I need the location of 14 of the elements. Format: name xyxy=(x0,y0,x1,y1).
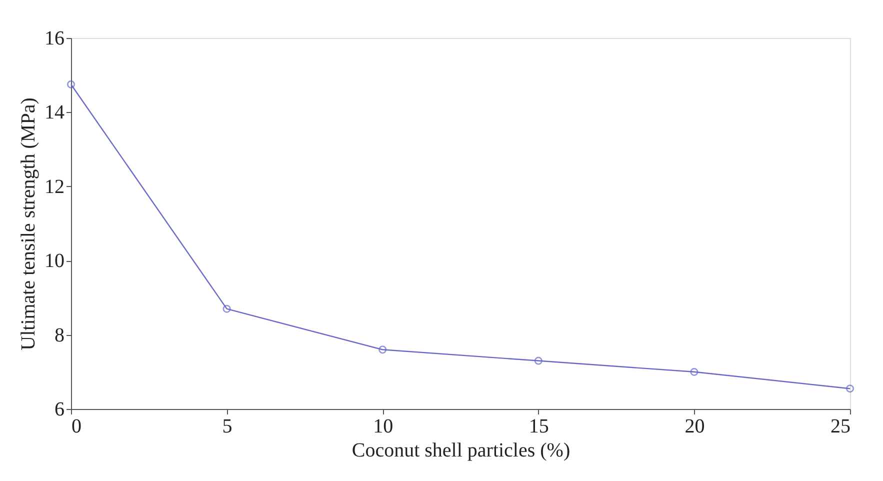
x-tick-label: 10 xyxy=(373,416,394,438)
x-tick-label: 20 xyxy=(684,416,705,438)
x-tick-label: 5 xyxy=(222,416,232,438)
y-tick-label: 16 xyxy=(44,28,64,50)
x-axis-title: Coconut shell particles (%) xyxy=(352,440,570,462)
y-axis-title: Ultimate tensile strength (MPa) xyxy=(18,98,40,350)
y-tick-label: 14 xyxy=(44,102,64,124)
x-tick-label: 15 xyxy=(528,416,549,438)
x-tick-label: 0 xyxy=(72,416,82,438)
x-tick-label: 25 xyxy=(830,416,850,438)
y-tick-label: 6 xyxy=(54,398,64,420)
y-tick-label: 10 xyxy=(44,250,64,272)
y-tick-label: 12 xyxy=(44,176,64,198)
y-tick-label: 8 xyxy=(54,324,64,346)
